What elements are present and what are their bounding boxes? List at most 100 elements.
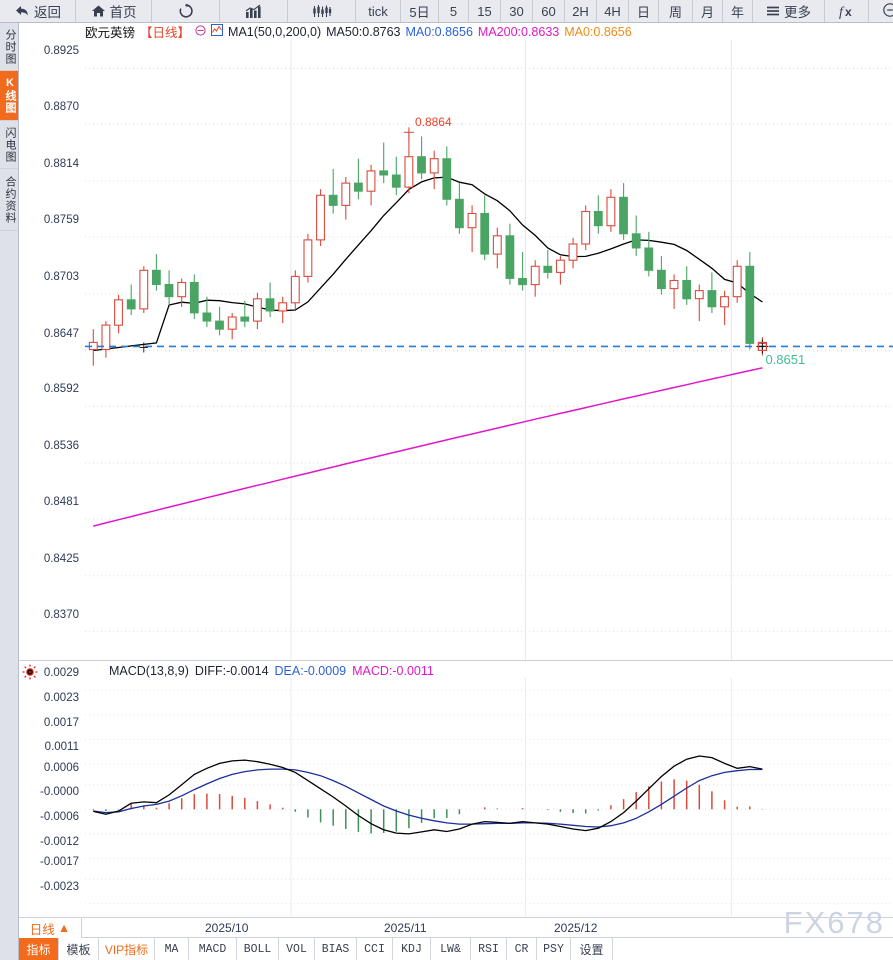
y-axis-label: 0.8647 (43, 327, 79, 340)
svg-text:x: x (845, 5, 852, 19)
vol-button[interactable]: VOL (279, 938, 315, 960)
tick-button-label: tick (368, 3, 388, 19)
macd-title: MACD(13,8,9) (109, 664, 189, 678)
period-5-button[interactable]: 5 (439, 0, 469, 22)
lw-button[interactable]: LW& (431, 938, 471, 960)
macd-header: MACD(13,8,9) DIFF:-0.0014 DEA:-0.0009 MA… (19, 662, 893, 680)
macd-y-axis-label: 0.0029 (43, 667, 79, 680)
period-30-button[interactable]: 30 (501, 0, 533, 22)
price-plot-area[interactable]: 0.8864 0.8651 (85, 40, 893, 660)
period-month-button[interactable]: 月 (693, 0, 723, 22)
period-30-button-label: 30 (509, 3, 524, 19)
triangle-up-icon: ▲ (57, 921, 71, 935)
sidebar-item-lightning[interactable]: 闪电图 (0, 121, 18, 169)
macd-y-axis-label: -0.0006 (39, 810, 79, 823)
top-toolbar: 返回 首页 tick 5日 5 15 30 60 2H 4H 日 周 月年 更多 f x (0, 0, 893, 23)
period-year-button-label: 年 (730, 4, 744, 20)
ma0b-value: MA0:0.8656 (564, 24, 632, 39)
sidebar-item-lightning-label: 闪电图 (4, 126, 16, 163)
psy-button[interactable]: PSY (537, 938, 571, 960)
y-axis-label: 0.8870 (43, 101, 79, 114)
left-sidebar: 分时图 K线图闪电图合约资料 (0, 23, 19, 960)
sun-settings-icon[interactable] (22, 664, 38, 680)
zoom-out-button[interactable] (869, 0, 893, 22)
settings-button[interactable]: 设置 (571, 938, 613, 960)
macd-y-axis-label: 0.0017 (43, 716, 79, 729)
refresh-icon (178, 3, 194, 19)
indicator-tab-label: 指标 (26, 942, 51, 957)
home-button[interactable]: 首页 (76, 0, 152, 22)
psy-button-label: PSY (543, 942, 564, 956)
period-day-button[interactable]: 日 (629, 0, 659, 22)
period-60-button[interactable]: 60 (533, 0, 565, 22)
candlestick-icon (312, 4, 332, 19)
macd-y-axis-label: -0.0023 (39, 880, 79, 893)
cci-button-label: CCI (364, 942, 385, 956)
high-price-annotation: 0.8864 (414, 115, 452, 130)
price-candlestick-chart (85, 40, 893, 660)
y-axis-label: 0.8814 (43, 158, 79, 171)
sidebar-item-kline-label: K线图 (4, 77, 16, 114)
home-icon (91, 4, 106, 18)
period-selector-label: 日线 (29, 922, 55, 937)
collapse-icon[interactable] (195, 24, 206, 39)
period-5d-button[interactable]: 5日 (401, 0, 439, 22)
back-arrow-icon (14, 4, 30, 18)
period-label: 【日线】 (140, 26, 191, 40)
barchart-button[interactable] (220, 0, 288, 22)
macd-panel[interactable]: MACD(13,8,9) DIFF:-0.0014 DEA:-0.0009 MA… (19, 660, 893, 918)
back-button[interactable]: 返回 (0, 0, 76, 22)
cr-button[interactable]: CR (507, 938, 537, 960)
period-week-button[interactable]: 周 (659, 0, 693, 22)
rsi-button[interactable]: RSI (471, 938, 507, 960)
macd-y-axis-label: -0.0000 (39, 786, 79, 799)
bias-button[interactable]: BIAS (315, 938, 357, 960)
y-axis-label: 0.8425 (43, 552, 79, 565)
date-axis-label: 2025/10 (205, 921, 249, 935)
vip-indicator-tab[interactable]: VIP指标 (99, 938, 155, 960)
sidebar-item-contract[interactable]: 合约资料 (0, 169, 18, 231)
macd-y-axis-label: 0.0023 (43, 691, 79, 704)
template-tab[interactable]: 模板 (59, 938, 99, 960)
current-price-annotation: 0.8651 (765, 352, 806, 368)
macd-plot-area[interactable] (85, 678, 893, 916)
refresh-button[interactable] (152, 0, 220, 22)
svg-text:f: f (839, 5, 845, 19)
bottom-toolbar: 指标 模板 VIP指标 MA MACD BOLL VOL BIAS CCI KDJ LW& RSI CR… (19, 938, 893, 960)
period-selector[interactable]: 日线 ▲ (19, 918, 82, 938)
ma-button[interactable]: MA (155, 938, 189, 960)
period-15-button-label: 15 (477, 3, 492, 19)
tick-button[interactable]: tick (356, 0, 401, 22)
candlestick-button[interactable] (288, 0, 356, 22)
macd-indicator-chart (85, 678, 893, 916)
cci-button[interactable]: CCI (357, 938, 393, 960)
macd-button[interactable]: MACD (189, 938, 237, 960)
rsi-button-label: RSI (478, 942, 499, 956)
sidebar-item-kline[interactable]: K线图 (0, 71, 18, 121)
y-axis-label: 0.8592 (43, 383, 79, 396)
sidebar-item-timeshare[interactable]: 分时图 (0, 23, 18, 71)
period-4h-button[interactable]: 4H (597, 0, 629, 22)
symbol-name: 欧元英镑 (85, 26, 136, 40)
period-2h-button[interactable]: 2H (565, 0, 597, 22)
y-axis-label: 0.8759 (43, 213, 79, 226)
indicator-icon[interactable] (211, 24, 224, 39)
y-axis-label: 0.8370 (43, 608, 79, 621)
ma50-value: MA50:0.8763 (326, 24, 401, 39)
price-chart-panel[interactable]: 欧元英镑 【日线】 MA1(50,0,200,0) MA50:0.8763 MA… (19, 23, 893, 660)
y-axis-label: 0.8703 (43, 270, 79, 283)
kdj-button-label: KDJ (401, 942, 422, 956)
cr-button-label: CR (514, 942, 529, 956)
macd-y-axis-label: 0.0011 (44, 741, 79, 754)
ma0-value: MA0:0.8656 (405, 24, 473, 39)
bias-button-label: BIAS (321, 942, 350, 956)
date-axis-label: 2025/12 (554, 921, 598, 935)
kdj-button[interactable]: KDJ (393, 938, 431, 960)
boll-button[interactable]: BOLL (237, 938, 279, 960)
period-year-button[interactable]: 年 (723, 0, 753, 22)
period-15-button[interactable]: 15 (469, 0, 501, 22)
indicator-tab[interactable]: 指标 (19, 938, 59, 960)
more-button[interactable]: 更多 (753, 0, 825, 22)
